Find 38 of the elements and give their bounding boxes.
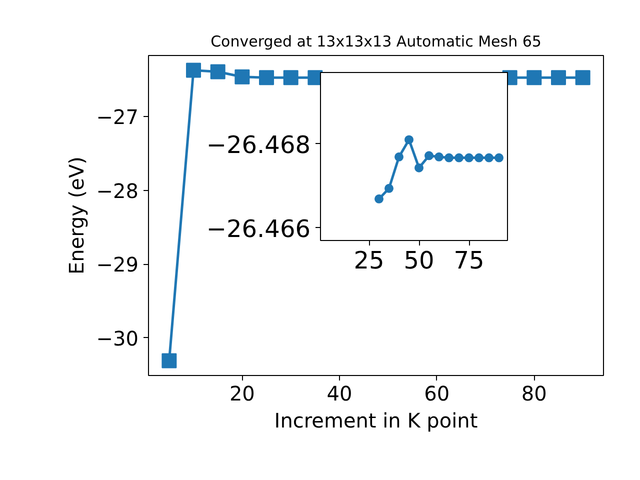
point <box>259 70 274 86</box>
point <box>434 152 444 162</box>
y-tick-label: −27 <box>96 105 139 130</box>
point <box>424 151 434 160</box>
x-tick-label: 80 <box>521 382 547 406</box>
x-tick-label: 20 <box>229 382 255 406</box>
y-tick-label: −26.468 <box>206 130 311 159</box>
point <box>404 135 414 144</box>
point <box>234 69 250 84</box>
y-tick-label: −26.466 <box>206 214 311 243</box>
point <box>444 153 454 162</box>
point <box>550 70 566 86</box>
point <box>474 153 484 162</box>
chart-title: Converged at 13x13x13 Automatic Mesh 65 <box>210 32 542 50</box>
y-axis-title: Energy (eV) <box>64 156 88 274</box>
point <box>384 184 394 193</box>
point <box>374 194 384 204</box>
point <box>414 163 424 172</box>
point <box>494 153 504 162</box>
point <box>454 153 464 162</box>
point <box>484 153 494 162</box>
x-tick-label: 40 <box>326 382 352 406</box>
point <box>210 64 226 80</box>
x-tick-label: 60 <box>424 382 450 406</box>
y-tick-label: −28 <box>96 178 139 203</box>
x-tick-label: 50 <box>404 246 434 274</box>
y-tick-label: −29 <box>96 252 139 277</box>
point <box>283 70 298 86</box>
point <box>186 62 202 78</box>
point <box>526 70 542 86</box>
x-axis-title: Increment in K point <box>274 408 478 432</box>
point <box>464 153 474 162</box>
point <box>394 152 404 162</box>
point <box>575 70 590 86</box>
point <box>162 353 177 368</box>
y-tick-label: −30 <box>96 326 139 350</box>
x-tick-label: 25 <box>354 246 384 274</box>
x-tick-label: 75 <box>454 246 484 274</box>
